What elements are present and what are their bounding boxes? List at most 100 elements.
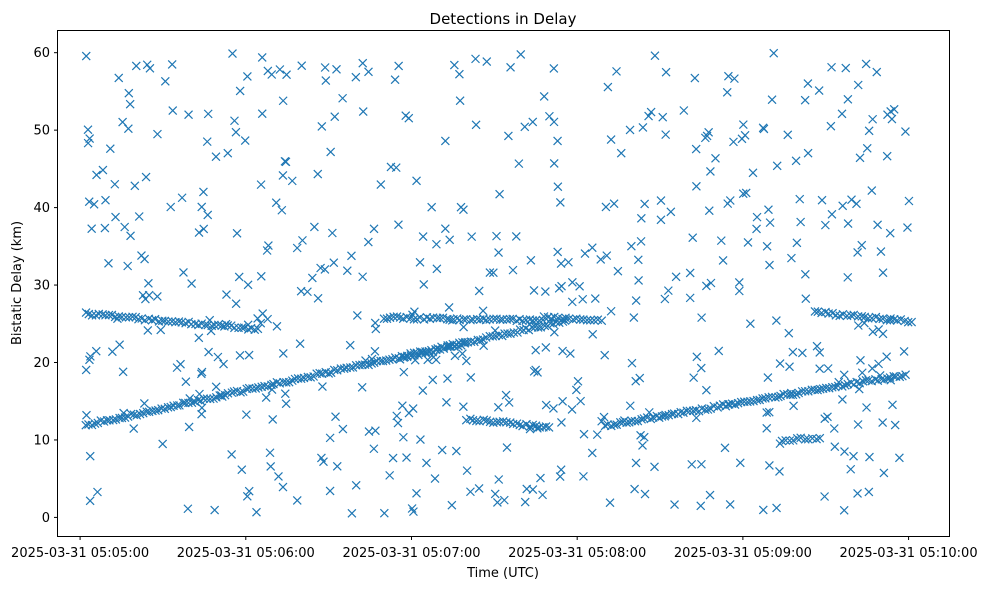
data-point	[506, 62, 515, 72]
data-point	[394, 61, 404, 71]
data-point	[824, 309, 834, 318]
data-point	[810, 307, 820, 316]
data-point	[650, 51, 660, 61]
data-point	[327, 228, 337, 238]
data-point	[404, 113, 414, 123]
data-point	[318, 382, 327, 391]
data-point	[691, 413, 701, 423]
data-point	[163, 317, 173, 326]
data-point	[558, 314, 567, 324]
data-point	[280, 389, 290, 399]
data-point	[457, 349, 467, 359]
data-point	[296, 286, 306, 296]
data-point	[596, 255, 606, 264]
data-point	[815, 433, 825, 443]
data-point	[740, 130, 750, 140]
data-point	[601, 202, 611, 212]
data-point	[176, 359, 185, 369]
data-point	[599, 412, 609, 422]
data-point	[223, 148, 233, 158]
data-point	[256, 318, 266, 328]
data-point	[635, 373, 645, 383]
data-point	[853, 420, 863, 429]
data-point	[382, 314, 392, 324]
data-point	[800, 434, 810, 444]
data-point	[320, 265, 330, 274]
data-point	[775, 439, 785, 449]
data-point	[298, 235, 307, 245]
data-point	[714, 346, 724, 356]
data-point	[854, 384, 864, 394]
data-point	[124, 88, 134, 98]
data-point	[634, 275, 644, 285]
data-point	[722, 87, 732, 97]
data-point	[505, 314, 515, 324]
data-point	[637, 414, 647, 424]
data-point	[582, 315, 592, 325]
data-point	[875, 371, 885, 380]
data-point	[412, 488, 421, 498]
data-point	[120, 222, 130, 232]
data-point	[485, 417, 495, 427]
data-point	[544, 111, 554, 121]
data-point	[625, 401, 635, 411]
data-point	[145, 63, 155, 73]
data-point	[697, 313, 707, 323]
data-point	[364, 67, 373, 77]
data-point	[394, 220, 403, 230]
data-point	[467, 232, 477, 242]
data-point	[853, 321, 863, 330]
data-point	[99, 417, 109, 426]
data-point	[278, 482, 288, 492]
data-point	[692, 352, 702, 362]
data-point	[904, 196, 914, 206]
data-point	[307, 273, 317, 283]
data-point	[882, 352, 892, 362]
data-point	[636, 236, 646, 246]
data-point	[785, 362, 794, 372]
data-point	[107, 347, 117, 357]
data-point	[735, 458, 745, 468]
data-point	[863, 313, 873, 323]
data-point	[631, 376, 641, 386]
data-point	[741, 188, 751, 198]
data-point	[903, 317, 913, 327]
data-point	[571, 385, 581, 395]
data-point	[853, 248, 863, 257]
data-point	[492, 231, 501, 241]
data-point	[179, 267, 188, 277]
data-point	[764, 205, 773, 215]
data-point	[244, 383, 254, 393]
data-point	[177, 193, 187, 203]
data-point	[901, 370, 911, 380]
x-tick-label: 2025-03-31 05:06:00	[177, 546, 315, 561]
data-point	[839, 505, 849, 515]
data-point	[295, 339, 305, 349]
data-point	[690, 73, 700, 83]
data-point	[509, 328, 519, 337]
data-point	[419, 280, 429, 289]
data-point	[184, 110, 193, 120]
data-point	[231, 127, 241, 137]
data-point	[370, 346, 380, 356]
data-point	[764, 407, 774, 417]
data-point	[114, 311, 124, 321]
data-point	[404, 408, 414, 418]
data-point	[629, 313, 639, 322]
data-point	[556, 259, 566, 269]
data-point	[134, 212, 144, 221]
data-point	[485, 268, 495, 277]
data-point	[508, 265, 518, 275]
data-point	[111, 212, 120, 222]
data-point	[424, 346, 434, 356]
data-point	[558, 396, 568, 406]
data-point	[907, 317, 917, 327]
data-point	[325, 433, 335, 443]
data-point	[705, 490, 715, 500]
data-point	[606, 135, 616, 144]
data-point	[786, 253, 796, 263]
x-axis-title: Time (UTC)	[466, 566, 539, 581]
data-point	[697, 459, 706, 469]
data-point	[895, 372, 905, 382]
data-point	[494, 248, 503, 257]
